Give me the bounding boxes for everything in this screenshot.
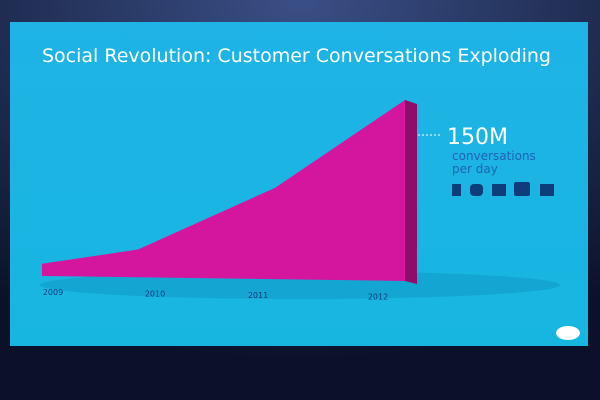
icon: [470, 184, 483, 196]
logo: [556, 326, 580, 340]
x-tick-label: 2012: [368, 293, 388, 302]
x-tick-label: 2010: [145, 290, 165, 299]
x-tick-label: 2009: [43, 288, 63, 297]
icon: [514, 182, 530, 196]
chart-title: Social Revolution: Customer Conversation…: [42, 45, 551, 67]
x-tick-label: 2011: [248, 291, 268, 300]
icon: [540, 184, 554, 196]
icon: [452, 184, 461, 196]
floor-shadow: [40, 271, 560, 299]
value-label: 150M: [447, 125, 508, 150]
area: [42, 100, 405, 281]
social-icons: [452, 182, 554, 196]
area-side: [405, 100, 417, 284]
icon: [492, 184, 506, 196]
annotation: conversations per day: [452, 149, 536, 176]
